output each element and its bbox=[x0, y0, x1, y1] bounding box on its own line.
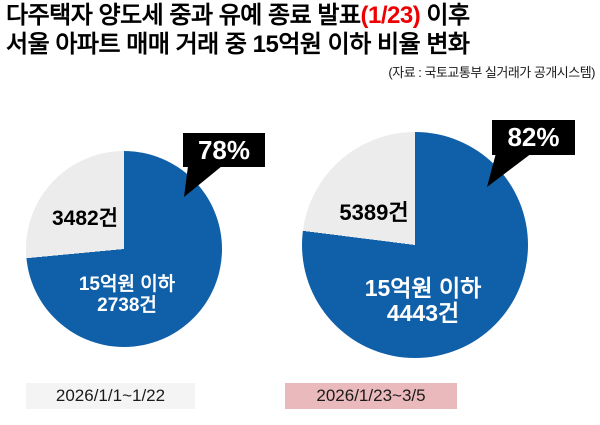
title-line1-post: 이후 bbox=[420, 2, 470, 29]
pie-chart-after bbox=[302, 132, 528, 358]
blue-slice-label-after-line1: 15억원 이하 bbox=[364, 275, 482, 301]
source-note: (자료 : 국토교통부 실거래가 공개시스템) bbox=[388, 65, 595, 80]
title-line2: 서울 아파트 매매 거래 중 15억원 이하 비율 변화 bbox=[6, 31, 470, 58]
chart-title: 다주택자 양도세 중과 유예 종료 발표(1/23) 이후 서울 아파트 매매 … bbox=[6, 1, 470, 59]
blue-slice-label-after-line2: 4443건 bbox=[386, 300, 460, 326]
title-line1: 다주택자 양도세 중과 유예 종료 발표(1/23) 이후 bbox=[6, 2, 470, 29]
blue-slice-label-before: 15억원 이하 2738건 bbox=[57, 274, 197, 316]
blue-slice-label-after: 15억원 이하 4443건 bbox=[348, 276, 498, 326]
total-count-label-before: 3482건 bbox=[51, 207, 119, 230]
title-line1-red-date: (1/23) bbox=[360, 2, 421, 29]
percent-callout-after: 82% bbox=[492, 120, 575, 155]
callout-tail-icon bbox=[487, 153, 532, 187]
title-line1-pre: 다주택자 양도세 중과 유예 종료 발표 bbox=[6, 2, 361, 29]
percent-callout-before: 78% bbox=[183, 133, 265, 167]
period-label-after: 2026/1/23~3/5 bbox=[285, 383, 457, 409]
blue-slice-label-before-line2: 2738건 bbox=[97, 295, 157, 316]
period-label-before: 2026/1/1~1/22 bbox=[26, 383, 195, 409]
callout-tail-icon bbox=[184, 166, 222, 197]
total-count-label-after: 5389건 bbox=[339, 200, 409, 225]
blue-slice-label-before-line1: 15억원 이하 bbox=[78, 274, 176, 295]
